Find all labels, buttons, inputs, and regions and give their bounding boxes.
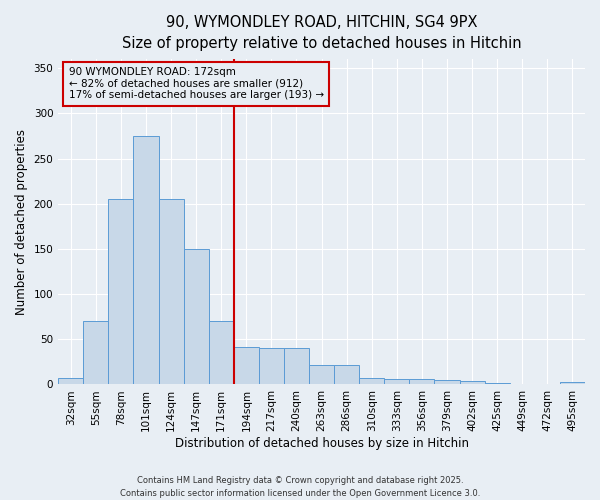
Bar <box>485 382 510 384</box>
Bar <box>309 364 334 384</box>
Bar <box>434 380 460 384</box>
Bar <box>259 348 284 384</box>
Bar <box>385 379 409 384</box>
Bar <box>133 136 158 384</box>
Bar <box>184 249 209 384</box>
Bar <box>58 378 83 384</box>
Bar <box>409 379 434 384</box>
Text: Contains HM Land Registry data © Crown copyright and database right 2025.
Contai: Contains HM Land Registry data © Crown c… <box>120 476 480 498</box>
Bar <box>560 382 585 384</box>
Y-axis label: Number of detached properties: Number of detached properties <box>15 129 28 315</box>
Title: 90, WYMONDLEY ROAD, HITCHIN, SG4 9PX
Size of property relative to detached house: 90, WYMONDLEY ROAD, HITCHIN, SG4 9PX Siz… <box>122 15 521 51</box>
Bar <box>83 321 109 384</box>
Text: 90 WYMONDLEY ROAD: 172sqm
← 82% of detached houses are smaller (912)
17% of semi: 90 WYMONDLEY ROAD: 172sqm ← 82% of detac… <box>69 67 324 100</box>
X-axis label: Distribution of detached houses by size in Hitchin: Distribution of detached houses by size … <box>175 437 469 450</box>
Bar <box>209 321 234 384</box>
Bar <box>109 199 133 384</box>
Bar <box>460 381 485 384</box>
Bar <box>359 378 385 384</box>
Bar <box>334 364 359 384</box>
Bar <box>284 348 309 384</box>
Bar <box>234 346 259 385</box>
Bar <box>158 199 184 384</box>
